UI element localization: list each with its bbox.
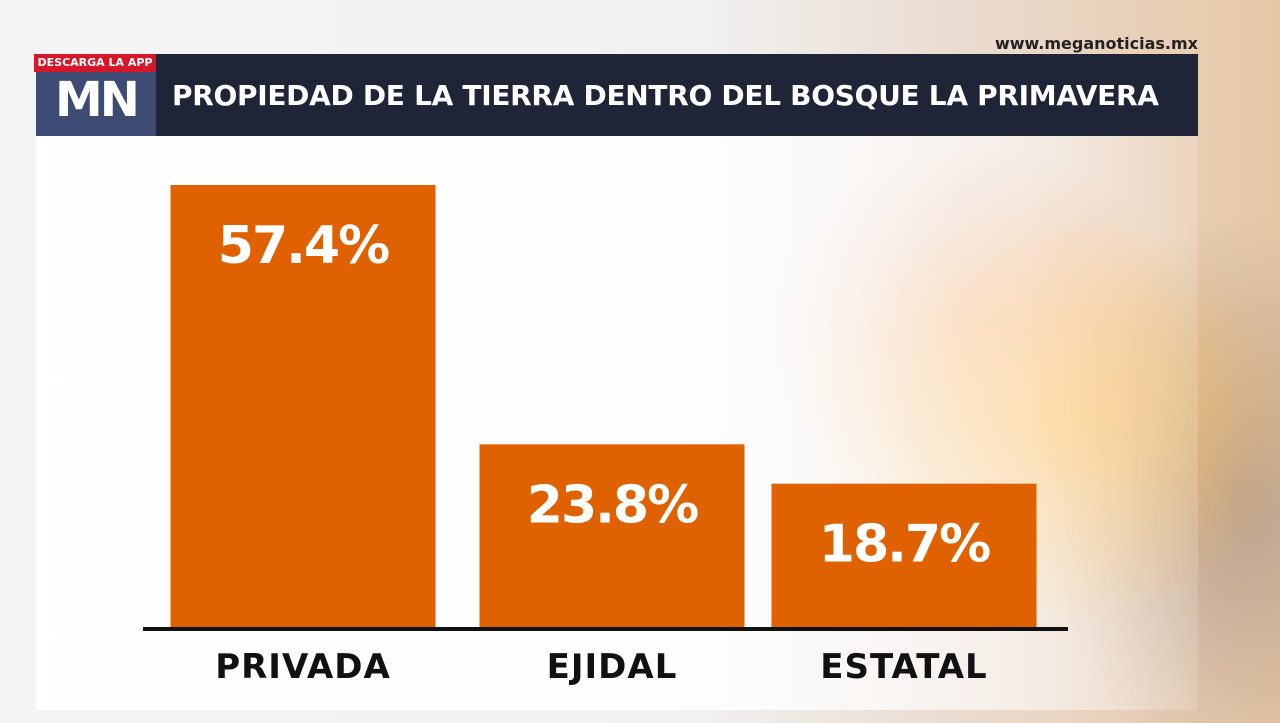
site-url[interactable]: www.meganoticias.mx bbox=[994, 34, 1198, 53]
logo-text: MN bbox=[55, 72, 140, 128]
category-label-privada: PRIVADA bbox=[215, 647, 391, 687]
download-app-badge[interactable]: DESCARGA LA APP bbox=[34, 54, 156, 72]
value-label-privada: 57.4% bbox=[218, 216, 389, 276]
value-label-estatal: 18.7% bbox=[819, 515, 990, 575]
chart-title: PROPIEDAD DE LA TIERRA DENTRO DEL BOSQUE… bbox=[172, 79, 1159, 112]
title-bar bbox=[36, 54, 1198, 136]
bar-ejidal bbox=[479, 444, 745, 628]
category-label-estatal: ESTATAL bbox=[820, 647, 987, 687]
value-label-ejidal: 23.8% bbox=[527, 475, 698, 535]
category-label-ejidal: EJIDAL bbox=[547, 647, 678, 687]
bar-estatal bbox=[771, 483, 1037, 628]
bar-privada bbox=[170, 185, 436, 628]
